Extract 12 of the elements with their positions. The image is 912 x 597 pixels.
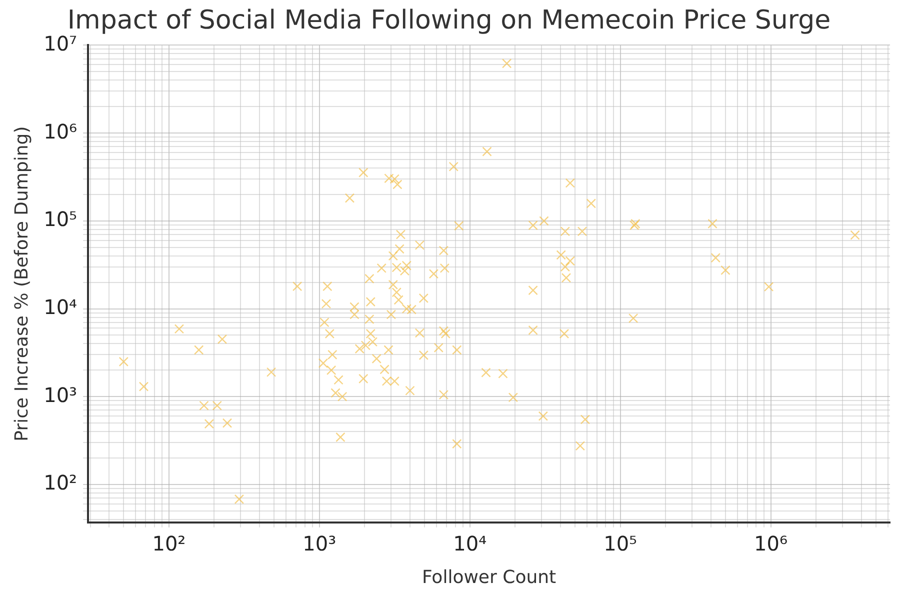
y-tick-label: 10⁵ [44, 207, 78, 232]
x-tick-label: 10⁴ [453, 532, 487, 556]
y-tick-label: 10³ [44, 382, 78, 407]
y-tick-label: 10⁶ [44, 119, 78, 144]
x-tick-label: 10⁶ [754, 532, 788, 556]
x-tick-label: 10² [152, 532, 186, 556]
y-axis-title: Price Increase % (Before Dumping) [11, 126, 32, 442]
y-tick-label: 10⁴ [44, 294, 78, 319]
x-tick-label: 10³ [302, 532, 336, 556]
y-tick-label: 10² [44, 470, 78, 495]
x-tick-label: 10⁵ [604, 532, 638, 556]
x-axis-title: Follower Count [422, 566, 556, 588]
